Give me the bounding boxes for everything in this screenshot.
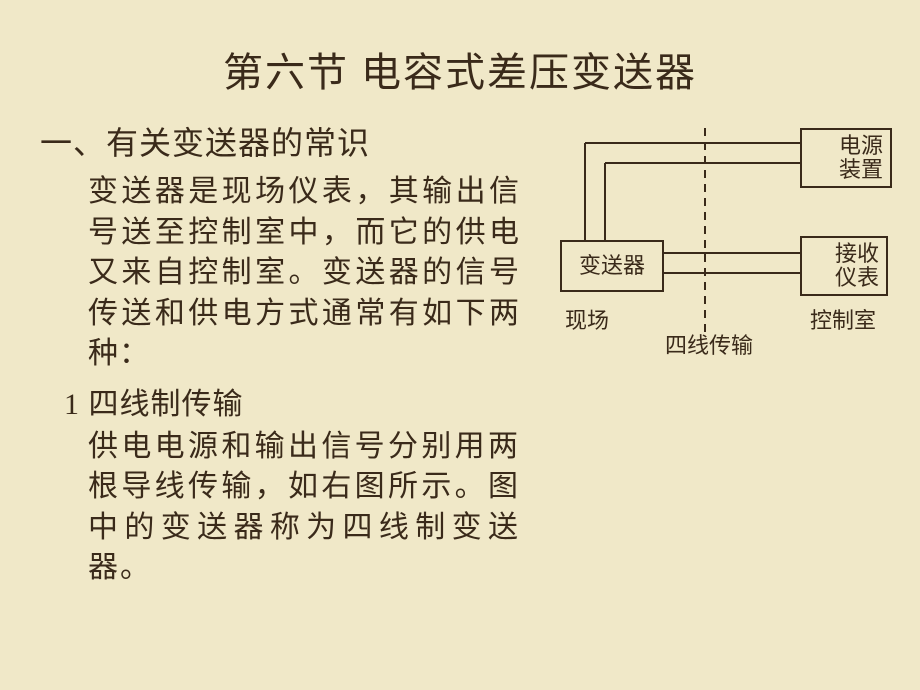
four-wire-diagram: 变送器 电源 装置 接收 仪表 现场 控制室 四线传输 bbox=[530, 128, 890, 378]
transmitter-label: 变送器 bbox=[579, 254, 645, 278]
paragraph-2: 供电电源和输出信号分别用两根导线传输，如右图所示。图中的变送器称为四线制变送器。 bbox=[40, 427, 520, 589]
subheading-1: 1 四线制传输 bbox=[40, 379, 520, 423]
receiver-box: 接收 仪表 bbox=[800, 236, 888, 296]
control-room-label: 控制室 bbox=[810, 303, 876, 335]
caption-label: 四线传输 bbox=[665, 328, 753, 360]
paragraph-1: 变送器是现场仪表，其输出信号送至控制室中，而它的供电又来自控制室。变送器的信号传… bbox=[40, 172, 520, 375]
transmitter-box: 变送器 bbox=[560, 240, 664, 292]
power-label: 电源 装置 bbox=[832, 134, 890, 182]
content-area: 一、有关变送器的常识 变送器是现场仪表，其输出信号送至控制室中，而它的供电又来自… bbox=[0, 118, 920, 589]
section-heading: 一、有关变送器的常识 bbox=[40, 118, 520, 164]
field-label: 现场 bbox=[565, 303, 609, 335]
power-box: 电源 装置 bbox=[800, 128, 892, 188]
slide-title: 第六节 电容式差压变送器 bbox=[0, 0, 920, 118]
diagram-column: 变送器 电源 装置 接收 仪表 现场 控制室 四线传输 bbox=[520, 118, 890, 589]
receiver-label: 接收 仪表 bbox=[828, 242, 886, 290]
text-column: 一、有关变送器的常识 变送器是现场仪表，其输出信号送至控制室中，而它的供电又来自… bbox=[40, 118, 520, 589]
